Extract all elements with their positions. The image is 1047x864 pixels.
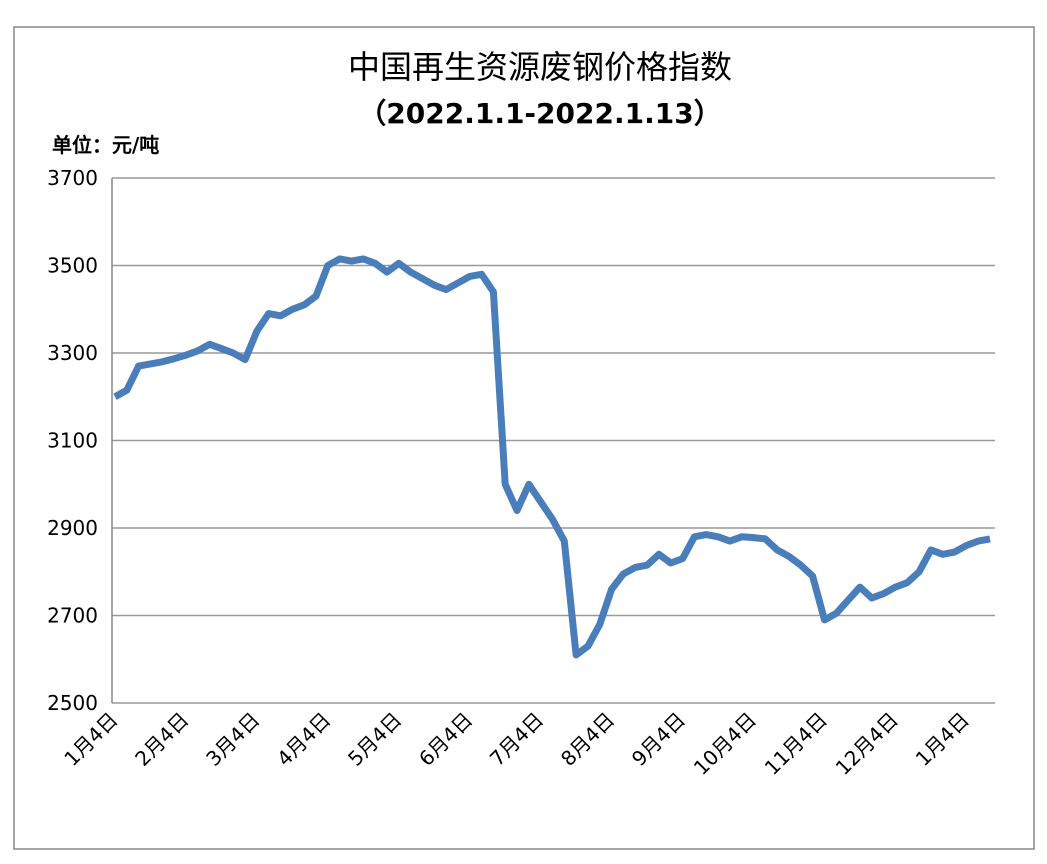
- data-line: [113, 255, 991, 659]
- y-tick-label: 2500: [47, 691, 98, 715]
- y-tick-label: 3100: [47, 429, 98, 453]
- y-axis-label: 单位：元/吨: [52, 133, 159, 157]
- chart-frame: [13, 26, 1035, 850]
- y-tick-label: 3700: [47, 166, 98, 190]
- y-tick-label: 2700: [47, 604, 98, 628]
- y-tick-label: 2900: [47, 516, 98, 540]
- chart-subtitle: （2022.1.1-2022.1.13）: [358, 97, 721, 130]
- y-tick-label: 3300: [47, 341, 98, 365]
- y-tick-label: 3500: [47, 254, 98, 278]
- chart-title: 中国再生资源废钢价格指数: [348, 48, 732, 86]
